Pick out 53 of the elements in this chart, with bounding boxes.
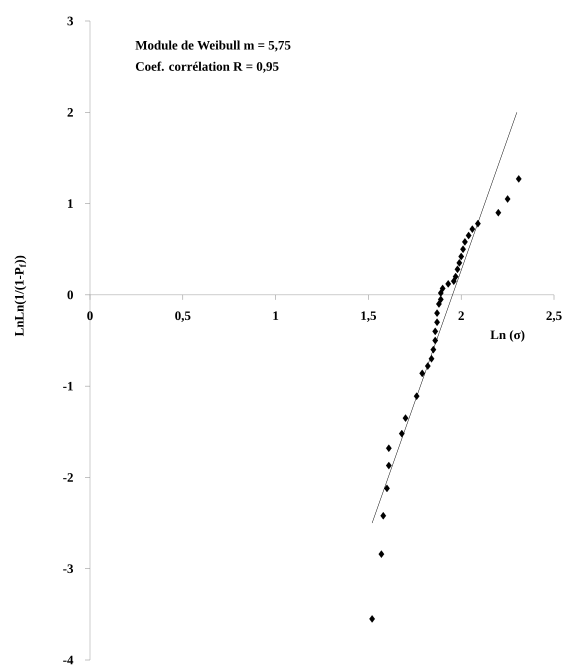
point <box>378 550 384 558</box>
point <box>369 615 376 623</box>
y-axis-title: LnLn(1/(1-P$_{f}$)) <box>14 256 26 336</box>
y-tick-label: 3 <box>67 16 74 26</box>
point <box>384 484 390 492</box>
point <box>438 296 444 304</box>
y-tick-label: -1 <box>63 382 73 390</box>
point <box>402 414 408 422</box>
point <box>454 265 460 274</box>
annotation: Coef. corrélation R = 0,95 <box>136 62 278 73</box>
y-tick-label: -4 <box>63 656 74 664</box>
point <box>432 336 438 344</box>
point <box>516 175 522 183</box>
point <box>495 208 502 216</box>
point <box>460 245 466 254</box>
point <box>475 220 481 228</box>
point <box>424 362 431 370</box>
y-tick-label: 0 <box>68 290 73 300</box>
point <box>466 232 472 240</box>
point <box>445 280 452 288</box>
point <box>504 195 510 203</box>
point <box>414 392 420 400</box>
point <box>386 462 392 470</box>
point <box>458 252 464 260</box>
y-tick-label: -3 <box>63 564 74 574</box>
annotation: Module de Weibull m = 5,75 <box>135 40 290 52</box>
point <box>398 430 405 438</box>
point <box>380 512 386 520</box>
point <box>452 272 459 280</box>
point <box>438 289 444 297</box>
x-tick-label: 2 <box>458 311 464 320</box>
x-tick-label: 1 <box>273 311 278 320</box>
point <box>456 259 462 267</box>
point <box>436 300 442 308</box>
x-tick-label: 0,5 <box>175 311 190 322</box>
x-tick-label: 0 <box>87 311 93 320</box>
x-tick-label: 2,5 <box>546 311 562 322</box>
y-tick-label: 1 <box>68 199 73 208</box>
point <box>419 370 426 378</box>
y-tick-label: 2 <box>68 108 73 117</box>
point <box>450 277 457 285</box>
point <box>462 238 468 246</box>
x-tick-label: 1,5 <box>361 311 376 322</box>
point <box>386 444 392 452</box>
y-tick-label: -2 <box>63 473 73 482</box>
point <box>430 346 436 354</box>
point <box>434 309 440 317</box>
point <box>440 284 446 292</box>
point <box>432 328 438 336</box>
point <box>434 318 440 326</box>
point <box>428 354 434 363</box>
x-axis-title: Ln (σ) <box>490 330 524 342</box>
point <box>469 225 476 233</box>
